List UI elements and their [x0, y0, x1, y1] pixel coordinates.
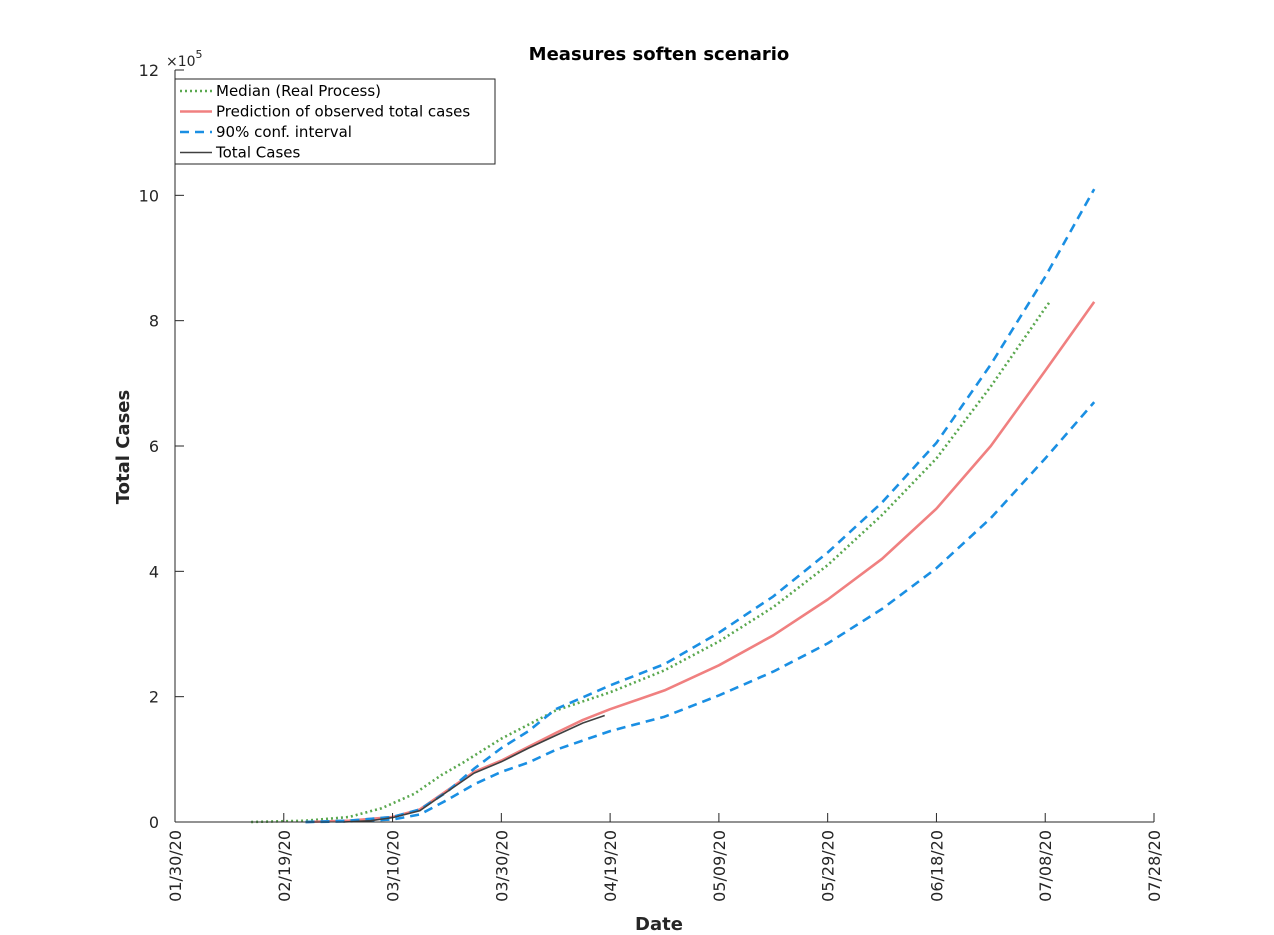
x-tick-label: 07/08/20	[1036, 830, 1055, 902]
y-exponent-power: 5	[196, 48, 203, 61]
x-tick-label: 03/10/20	[384, 830, 403, 902]
legend-entry: Median (Real Process)	[216, 82, 381, 100]
series-line-2	[305, 188, 1096, 824]
legend: Median (Real Process) Prediction of obser…	[174, 78, 496, 165]
legend-entry: 90% conf. interval	[216, 123, 352, 141]
series-line-4	[343, 714, 605, 823]
legend-entry: Total Cases	[215, 144, 301, 162]
legend-box	[174, 78, 496, 165]
x-tick-label: 03/30/20	[492, 830, 511, 902]
y-tick-label: 8	[149, 312, 159, 331]
x-tick-label: 02/19/20	[275, 830, 294, 902]
x-tick-label: 05/09/20	[710, 830, 729, 902]
plot-area	[175, 70, 1154, 822]
legend-entry: Prediction of observed total cases	[216, 103, 470, 121]
x-tick-label: 06/18/20	[927, 830, 946, 902]
y-tick-label: 6	[149, 437, 159, 456]
y-exponent-base: ×10	[166, 54, 196, 70]
series-line-3	[305, 401, 1096, 824]
x-tick-label: 05/29/20	[819, 830, 838, 902]
y-axis-title: Total Cases	[113, 390, 134, 504]
y-axis: 0 2 4 6 8 10 12	[139, 61, 184, 832]
x-tick-label: 04/19/20	[601, 830, 620, 902]
series-line-0	[251, 299, 1052, 824]
x-axis-title: Date	[635, 914, 683, 935]
x-tick-label: 01/30/20	[166, 830, 185, 902]
series-line-1	[305, 301, 1096, 824]
y-tick-label: 2	[149, 688, 159, 707]
y-tick-label: 4	[149, 562, 159, 581]
x-axis: 01/30/20 02/19/20 03/10/20 03/30/20 04/19/20…	[166, 813, 1164, 902]
y-tick-label: 12	[139, 61, 159, 80]
plot-lines	[251, 188, 1096, 824]
x-tick-label: 07/28/20	[1145, 830, 1164, 902]
chart-title: Measures soften scenario	[529, 44, 790, 65]
y-tick-label: 0	[149, 813, 159, 832]
y-exponent-label: ×105	[166, 48, 203, 70]
y-tick-label: 10	[139, 186, 159, 205]
